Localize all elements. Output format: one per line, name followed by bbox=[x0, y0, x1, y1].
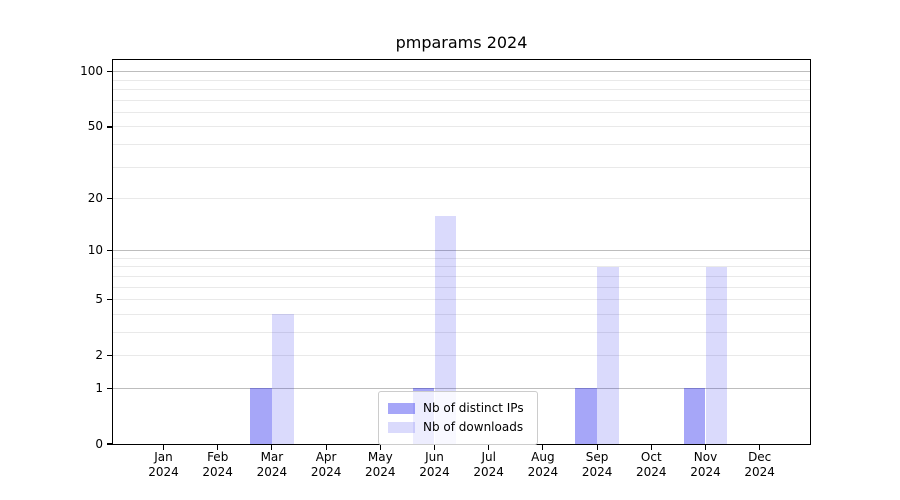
bar-nb-of-distinct-ips-sep bbox=[575, 388, 598, 444]
x-tick-label-jun: Jun 2024 bbox=[419, 450, 450, 479]
legend-item-distinct-ips: Nb of distinct IPs bbox=[388, 400, 524, 417]
gridline-minor-7 bbox=[113, 275, 810, 277]
bar-nb-of-downloads-nov bbox=[705, 266, 728, 444]
x-tick-dec bbox=[759, 445, 761, 450]
x-tick-nov bbox=[704, 445, 707, 450]
gridline-minor-80 bbox=[113, 89, 810, 91]
bar-nb-of-distinct-ips-mar bbox=[250, 388, 272, 444]
y-tick-label-50: 50 bbox=[87, 119, 103, 134]
gridline-minor-50 bbox=[113, 126, 810, 128]
gridline-minor-5 bbox=[113, 299, 810, 301]
gridline-minor-4 bbox=[113, 313, 810, 315]
x-tick-jan bbox=[162, 445, 165, 450]
gridline-minor-6 bbox=[113, 286, 810, 288]
x-tick-feb bbox=[217, 445, 219, 450]
x-tick-sep bbox=[596, 445, 598, 450]
y-tick-50 bbox=[106, 126, 112, 128]
x-tick-label-jan: Jan 2024 bbox=[148, 450, 179, 479]
gridline-minor-2 bbox=[113, 354, 810, 356]
x-tick-aug bbox=[542, 445, 544, 450]
gridline-minor-3 bbox=[113, 331, 810, 333]
gridline-minor-8 bbox=[113, 266, 810, 268]
legend: Nb of distinct IPs Nb of downloads bbox=[378, 391, 538, 445]
gridline-major-1 bbox=[113, 387, 810, 389]
legend-label-distinct-ips: Nb of distinct IPs bbox=[423, 401, 524, 415]
gridline-minor-9 bbox=[113, 257, 810, 259]
y-tick-label-2: 2 bbox=[95, 347, 103, 362]
gridline-minor-20 bbox=[113, 198, 810, 199]
y-tick-label-20: 20 bbox=[87, 191, 103, 205]
gridline-minor-70 bbox=[113, 99, 810, 101]
gridline-major-100 bbox=[113, 71, 810, 73]
x-tick-label-mar: Mar 2024 bbox=[256, 450, 288, 479]
x-tick-label-oct: Oct 2024 bbox=[636, 450, 667, 479]
y-tick-0 bbox=[106, 443, 112, 445]
plot-area bbox=[112, 59, 811, 445]
gridline-major-10 bbox=[113, 250, 810, 252]
legend-label-downloads: Nb of downloads bbox=[423, 420, 524, 434]
y-tick-label-5: 5 bbox=[95, 292, 103, 307]
y-tick-label-0: 0 bbox=[95, 436, 103, 451]
y-tick-label-10: 10 bbox=[87, 243, 103, 258]
y-tick-label-1: 1 bbox=[95, 380, 103, 395]
gridline-minor-60 bbox=[113, 112, 810, 114]
x-tick-mar bbox=[271, 445, 273, 450]
legend-item-downloads: Nb of downloads bbox=[388, 419, 524, 436]
x-tick-label-feb: Feb 2024 bbox=[202, 450, 233, 479]
x-tick-label-sep: Sep 2024 bbox=[581, 450, 613, 479]
legend-swatch-distinct-ips bbox=[388, 403, 415, 414]
x-tick-jul bbox=[488, 445, 490, 450]
y-tick-10 bbox=[106, 250, 112, 252]
y-tick-20 bbox=[106, 197, 112, 200]
y-tick-100 bbox=[106, 71, 112, 73]
chart-title: pmparams 2024 bbox=[395, 33, 528, 52]
y-tick-2 bbox=[106, 354, 112, 356]
x-tick-label-dec: Dec 2024 bbox=[744, 450, 775, 479]
gridline-minor-90 bbox=[113, 79, 810, 81]
bar-nb-of-downloads-sep bbox=[597, 266, 619, 444]
gridline-minor-40 bbox=[113, 144, 810, 146]
x-tick-jun bbox=[433, 445, 436, 450]
x-tick-label-aug: Aug 2024 bbox=[527, 450, 559, 479]
legend-swatch-downloads bbox=[388, 422, 415, 433]
x-tick-apr bbox=[325, 445, 327, 450]
bar-nb-of-distinct-ips-nov bbox=[683, 388, 706, 444]
x-tick-label-jul: Jul 2024 bbox=[473, 450, 504, 479]
x-tick-label-apr: Apr 2024 bbox=[310, 450, 342, 479]
y-tick-5 bbox=[106, 298, 112, 301]
gridline-minor-30 bbox=[113, 166, 810, 168]
bar-nb-of-downloads-mar bbox=[271, 314, 294, 444]
x-tick-label-may: May 2024 bbox=[365, 450, 396, 479]
y-tick-label-100: 100 bbox=[80, 64, 103, 79]
x-tick-label-nov: Nov 2024 bbox=[690, 450, 721, 479]
bar-nb-of-downloads-jun bbox=[434, 215, 457, 444]
y-tick-1 bbox=[106, 387, 112, 389]
x-tick-may bbox=[379, 445, 381, 450]
x-tick-oct bbox=[650, 445, 652, 450]
